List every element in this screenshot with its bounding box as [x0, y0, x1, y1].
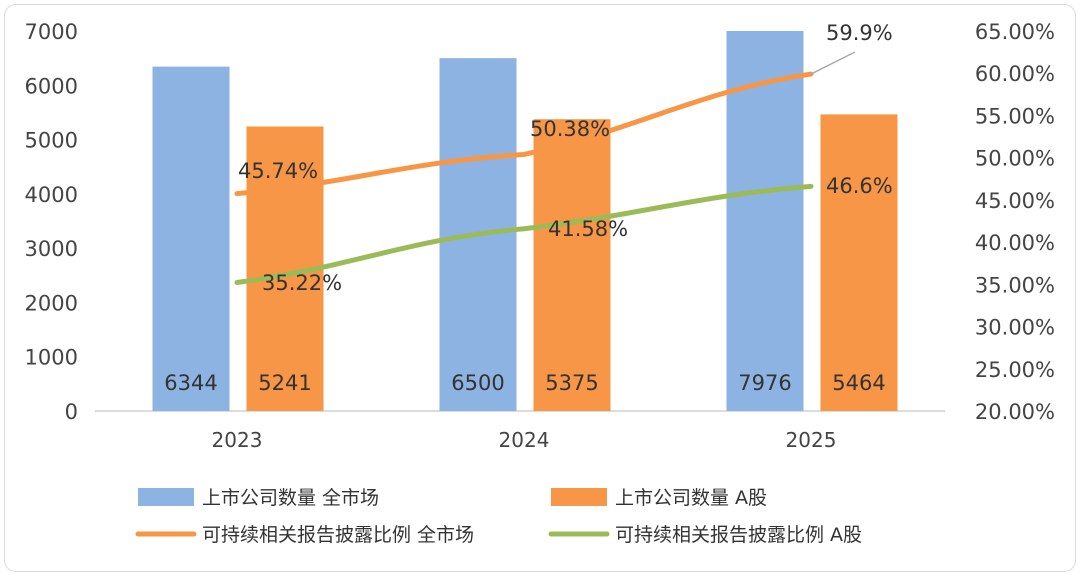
- bar-all-market: [152, 66, 230, 412]
- label-leader-line: [810, 51, 856, 75]
- x-axis: 2023 2024 2025: [212, 428, 837, 452]
- y-right-tick-label: 45.00%: [975, 189, 1055, 213]
- line-value-label: 45.74%: [238, 159, 318, 183]
- bar-value-label: 7976: [738, 371, 791, 395]
- legend-label: 上市公司数量 全市场: [202, 487, 379, 509]
- y-left-tick-label: 1000: [25, 346, 78, 370]
- x-tick-label: 2025: [786, 428, 837, 452]
- legend-swatch: [551, 488, 607, 506]
- line-point: [236, 193, 238, 195]
- lines: 45.74% 50.38% 59.9% 35.22% 41.58% 46.6%: [234, 21, 893, 295]
- y-left-tick-label: 0: [65, 400, 78, 424]
- x-tick-label: 2024: [499, 428, 550, 452]
- legend-swatch: [138, 488, 194, 506]
- bar-all-market: [726, 31, 804, 411]
- legend-label: 可持续相关报告披露比例 全市场: [202, 524, 474, 546]
- y-right-axis: 20.00% 25.00% 30.00% 35.00% 40.00% 45.00% 50.0…: [975, 20, 1055, 424]
- line-point: [236, 281, 238, 283]
- bar-value-label: 6500: [451, 371, 504, 395]
- line-point: [523, 153, 525, 155]
- y-left-tick-label: 4000: [25, 183, 78, 207]
- bar-value-label: 5464: [832, 371, 885, 395]
- bar-value-label: 6344: [164, 371, 217, 395]
- y-left-tick-label: 5000: [25, 129, 78, 153]
- bars: 6344 6500 7976 5241 5375 5464: [152, 31, 898, 412]
- bar-a-share: [820, 114, 898, 411]
- x-tick-label: 2023: [212, 428, 263, 452]
- y-right-tick-label: 35.00%: [975, 273, 1055, 297]
- bar-value-label: 5375: [545, 371, 598, 395]
- y-right-tick-label: 55.00%: [975, 104, 1055, 128]
- y-right-tick-label: 30.00%: [975, 316, 1055, 340]
- y-left-tick-label: 6000: [25, 74, 78, 98]
- y-right-tick-label: 60.00%: [975, 62, 1055, 86]
- bar-value-label: 5241: [258, 371, 311, 395]
- legend-label: 上市公司数量 A股: [615, 487, 767, 509]
- legend-label: 可持续相关报告披露比例 A股: [615, 524, 862, 546]
- line-value-label: 46.6%: [826, 174, 893, 198]
- y-left-tick-label: 2000: [25, 291, 78, 315]
- y-right-tick-label: 20.00%: [975, 400, 1055, 424]
- y-right-tick-label: 50.00%: [975, 147, 1055, 171]
- line-value-label: 41.58%: [548, 217, 628, 241]
- y-right-tick-label: 65.00%: [975, 20, 1055, 44]
- line-value-label: 59.9%: [826, 21, 893, 45]
- line-point: [810, 185, 812, 187]
- y-left-tick-label: 7000: [25, 20, 78, 44]
- bar-a-share: [533, 119, 611, 411]
- line-point: [523, 228, 525, 230]
- line-value-label: 50.38%: [530, 117, 610, 141]
- y-left-axis: 0 1000 2000 3000 4000 5000 6000 7000: [25, 20, 78, 424]
- y-right-tick-label: 25.00%: [975, 358, 1055, 382]
- y-left-tick-label: 3000: [25, 237, 78, 261]
- y-right-tick-label: 40.00%: [975, 231, 1055, 255]
- line-value-label: 35.22%: [262, 271, 342, 295]
